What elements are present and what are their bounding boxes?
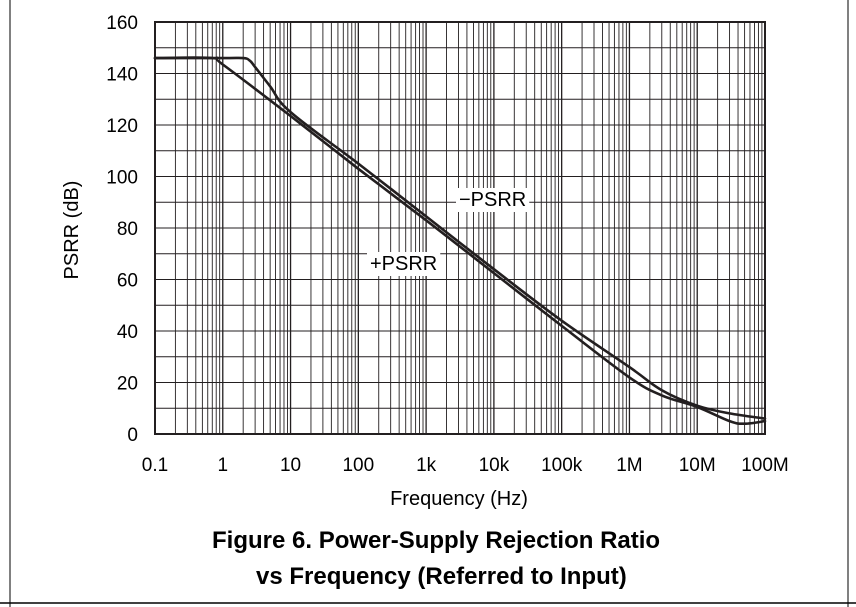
y-tick-label: 0 (127, 425, 138, 446)
series-label-plus-psrr: +PSRR (370, 253, 437, 275)
x-tick-label: 10M (679, 455, 716, 476)
x-tick-label: 1k (416, 455, 437, 476)
series-line-minus-psrr (153, 56, 767, 420)
series-label-background (456, 188, 530, 212)
y-tick-label: 160 (106, 13, 138, 34)
series-line-plus-psrr (153, 56, 767, 426)
y-tick-label: 60 (117, 271, 138, 292)
y-tick-label: 40 (117, 322, 138, 343)
y-axis-label: PSRR (dB) (61, 181, 83, 280)
x-tick-label: 10k (479, 455, 510, 476)
x-tick-label: 100k (541, 455, 583, 476)
x-tick-label: 100 (342, 455, 374, 476)
x-tick-label: 0.1 (142, 455, 168, 476)
plot-area (154, 21, 766, 435)
y-tick-label: 140 (106, 65, 138, 86)
x-axis-label: Frequency (Hz) (390, 488, 528, 510)
y-tick-label: 120 (106, 116, 138, 137)
grid (154, 21, 765, 435)
series-lines (153, 56, 767, 426)
x-tick-label: 1M (616, 455, 642, 476)
x-tick-labels: 0.1 1 10 100 1k 10k 100k 1M 10M 100M (142, 455, 789, 476)
x-tick-label: 100M (741, 455, 789, 476)
figure-caption-line1: Figure 6. Power-Supply Rejection Ratio (212, 527, 661, 554)
x-tick-label: 10 (280, 455, 301, 476)
series-label-minus-psrr: −PSRR (459, 189, 526, 211)
figure-caption-line2: vs Frequency (Referred to Input) (256, 563, 627, 590)
y-tick-label: 20 (117, 374, 138, 395)
x-tick-label: 1 (217, 455, 228, 476)
y-tick-label: 80 (117, 219, 138, 240)
y-tick-labels: 0 20 40 60 80 100 120 140 160 (106, 13, 138, 446)
series-label-background (367, 252, 441, 276)
y-tick-label: 100 (106, 168, 138, 189)
